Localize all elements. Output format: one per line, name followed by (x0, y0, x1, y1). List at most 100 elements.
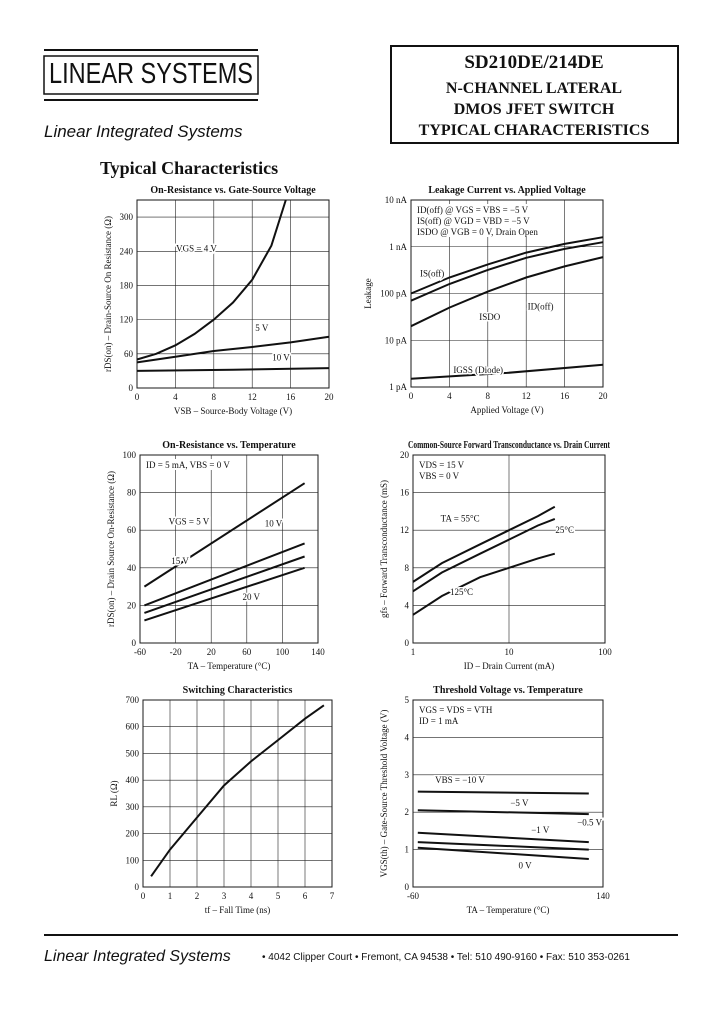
x-tick-label: 20 (207, 647, 217, 657)
series-line (410, 363, 604, 380)
annotation: VBS = 0 V (419, 471, 460, 481)
series-line (143, 482, 306, 588)
annotation: VDS = 15 V (419, 460, 465, 470)
series-line (410, 256, 604, 328)
y-tick-label: 0 (135, 882, 140, 892)
x-tick-label: 140 (596, 891, 610, 901)
y-tick-label: 20 (400, 450, 410, 460)
title-line: TYPICAL CHARACTERISTICS (419, 122, 650, 139)
series-label: −1 V (531, 825, 550, 835)
x-axis-label: ID – Drain Current (mA) (464, 661, 554, 671)
y-tick-label: 10 pA (385, 335, 408, 345)
x-tick-label: 20 (325, 392, 335, 402)
x-tick-label: 4 (249, 891, 254, 901)
annotation-bg (417, 704, 486, 715)
y-tick-label: 200 (126, 829, 140, 839)
y-tick-label: 10 nA (385, 195, 408, 205)
x-tick-label: 12 (248, 392, 257, 402)
y-tick-label: 20 (127, 600, 137, 610)
series-label: 25°C (555, 525, 574, 535)
y-axis-label: rDS(on) – Drain-Source On Resistance (Ω) (103, 216, 113, 372)
x-tick-label: 100 (598, 647, 612, 657)
y-tick-label: 100 (123, 450, 137, 460)
annotation-bg (144, 459, 236, 470)
annotation-bg (415, 215, 535, 226)
x-tick-label: 100 (276, 647, 290, 657)
chart-title: Leakage Current vs. Applied Voltage (428, 185, 586, 196)
series-line (417, 790, 589, 795)
x-tick-label: 3 (222, 891, 227, 901)
annotation: ISDO @ VGB = 0 V, Drain Open (417, 227, 538, 237)
x-axis-label: TA – Temperature (°C) (188, 661, 271, 671)
series-line (417, 846, 589, 860)
series-label: 20 V (242, 592, 260, 602)
series-line (136, 199, 287, 361)
title-box (390, 45, 679, 144)
logo-box (43, 55, 259, 95)
series-label: 15 V (171, 556, 189, 566)
series-line (144, 542, 305, 607)
x-tick-label: 8 (486, 391, 491, 401)
y-axis-label: VGS(th) – Gate-Source Threshold Voltage … (379, 710, 389, 878)
annotation-bg (417, 459, 463, 470)
series-label: VBS = −10 V (435, 775, 485, 785)
series-label: −0.5 V (577, 818, 602, 828)
y-tick-label: 0 (132, 638, 137, 648)
series-label: 125°C (450, 587, 473, 597)
series-label: −5 V (510, 798, 529, 808)
y-tick-label: 0 (405, 638, 410, 648)
x-tick-label: 12 (522, 391, 531, 401)
series-line (417, 809, 589, 816)
annotation: ID = 5 mA, VBS = 0 V (146, 460, 230, 470)
x-tick-label: 1 (168, 891, 173, 901)
x-tick-label: 6 (303, 891, 308, 901)
part-number: SD210DE/214DE (464, 52, 603, 73)
annotation: ID = 1 mA (419, 716, 459, 726)
logo: LINEAR SYSTEMS (49, 58, 253, 90)
y-tick-label: 700 (126, 695, 140, 705)
y-tick-label: 4 (405, 600, 410, 610)
tagline: Linear Integrated Systems (44, 122, 243, 141)
plot-frame (136, 199, 330, 389)
chart-title: Threshold Voltage vs. Temperature (433, 685, 583, 696)
x-axis-label: Applied Voltage (V) (470, 405, 543, 415)
x-tick-label: 16 (560, 391, 570, 401)
series-label: 10 V (265, 518, 283, 528)
y-tick-label: 100 (126, 855, 140, 865)
y-tick-label: 1 nA (389, 242, 407, 252)
series-line (412, 517, 556, 593)
series-line (412, 552, 556, 616)
y-tick-label: 16 (400, 488, 410, 498)
y-tick-label: 400 (126, 775, 140, 785)
series-label: 0 V (519, 860, 533, 870)
series-label: VGS = 4 V (176, 243, 217, 253)
x-tick-label: 20 (599, 391, 609, 401)
y-axis-label: rDS(on) – Drain Source On-Resistance (Ω) (106, 471, 116, 627)
y-tick-label: 0 (129, 383, 134, 393)
annotation-bg (417, 715, 459, 726)
y-tick-label: 2 (405, 807, 410, 817)
x-tick-label: 7 (330, 891, 335, 901)
section-title: Typical Characteristics (100, 158, 278, 178)
series-line (144, 566, 305, 622)
y-tick-label: 300 (126, 802, 140, 812)
chart-title: Common-Source Forward Transconductance v… (408, 440, 610, 451)
series-line (417, 841, 589, 851)
y-tick-label: 180 (120, 280, 134, 290)
title-line: DMOS JFET SWITCH (454, 101, 615, 118)
x-tick-label: 4 (447, 391, 452, 401)
footer-address: • 4042 Clipper Court • Fremont, CA 94538… (262, 952, 630, 963)
series-label: 10 V (272, 353, 290, 363)
y-tick-label: 40 (127, 563, 137, 573)
x-tick-label: -60 (134, 647, 146, 657)
y-tick-label: 500 (126, 748, 140, 758)
x-tick-label: 16 (286, 392, 296, 402)
y-axis-label: gfs – Forward Transconductance (mS) (379, 480, 389, 618)
y-tick-label: 4 (405, 732, 410, 742)
series-line (150, 704, 325, 877)
x-axis-label: tf – Fall Time (ns) (205, 905, 271, 915)
footer-company: Linear Integrated Systems (44, 948, 231, 965)
x-tick-label: -60 (407, 891, 419, 901)
y-axis-label: RL (Ω) (109, 780, 119, 806)
annotation: VGS = VDS = VTH (419, 705, 493, 715)
